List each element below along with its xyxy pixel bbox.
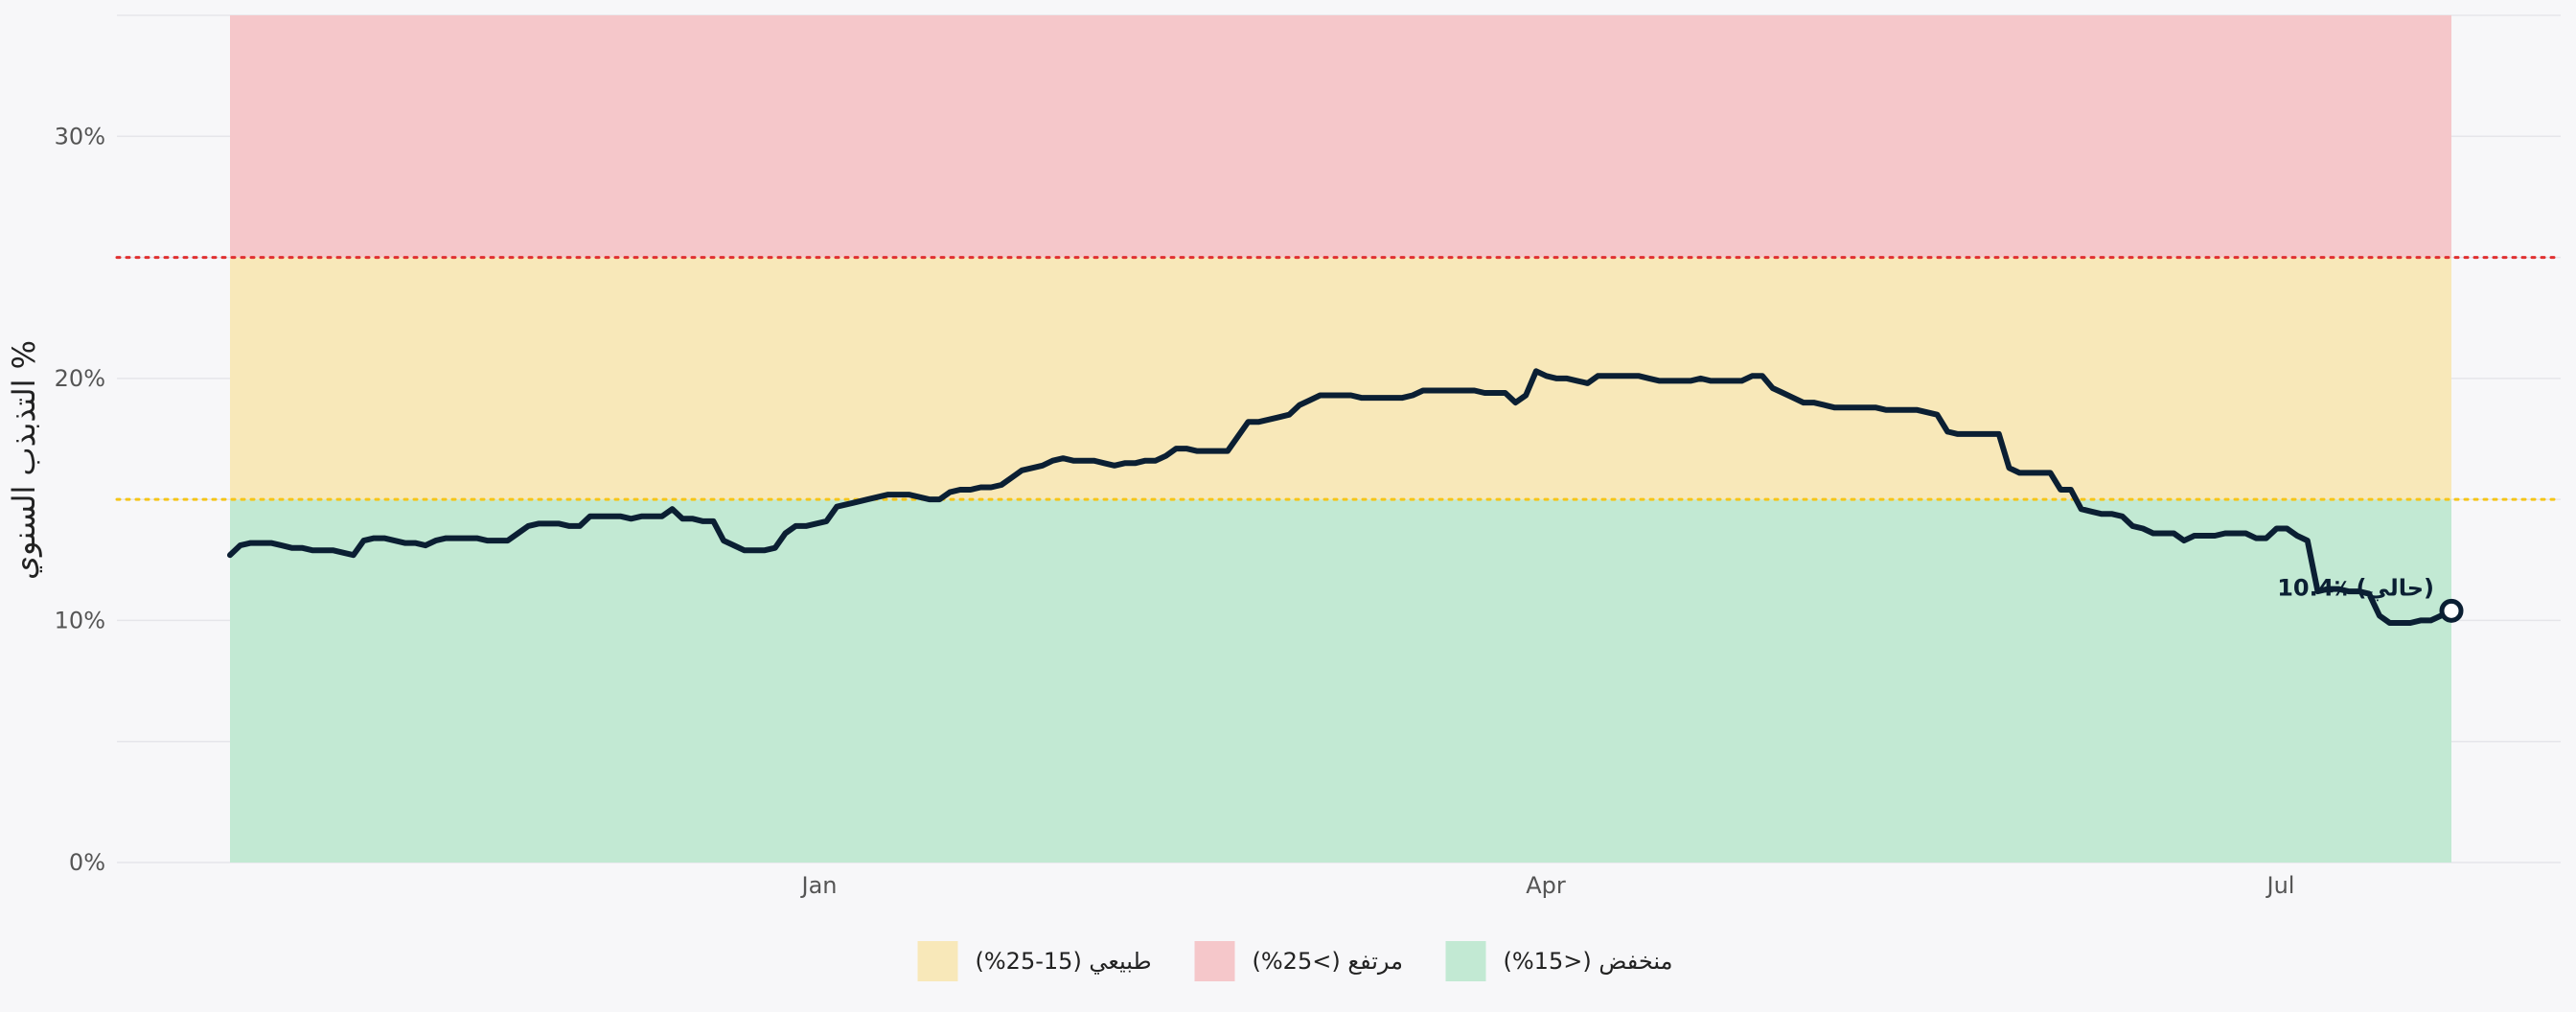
zone-band-high	[230, 15, 2451, 258]
legend-label-high: مرتفع (>25%)	[1253, 948, 1404, 975]
x-tick-label: Jan	[800, 872, 838, 899]
x-tick-label: Jul	[2266, 872, 2295, 899]
volatility-series	[227, 368, 2454, 626]
zone-band-normal	[230, 257, 2451, 500]
y-tick-label: 0%	[69, 849, 105, 876]
current-value-marker	[2439, 598, 2464, 623]
zone-band-low	[230, 499, 2451, 862]
current-value-label: 10.4٪ (حالي)	[2277, 574, 2434, 601]
y-tick-label: 10%	[55, 607, 105, 633]
legend-swatch-normal	[917, 941, 958, 981]
legend-label-low: منخفض (<15%)	[1504, 948, 1673, 975]
legend: طبيعي (15-25%) مرتفع (>25%) منخفض (<15%)	[917, 941, 1673, 981]
y-axis-label: التذبذب السنوي %	[6, 340, 42, 580]
y-tick-label: 20%	[55, 365, 105, 392]
y-tick-label: 30%	[55, 123, 105, 150]
legend-swatch-high	[1194, 941, 1235, 981]
annotations: 10.4٪ (حالي)	[2277, 574, 2464, 623]
axes: 0% 10% 20% 30% Jan Apr Jul	[55, 123, 2295, 899]
x-tick-label: Apr	[1526, 872, 1566, 899]
legend-label-normal: طبيعي (15-25%)	[976, 948, 1152, 975]
zone-bands	[230, 15, 2451, 862]
legend-swatch-low	[1445, 941, 1486, 981]
volatility-line	[227, 368, 2454, 626]
